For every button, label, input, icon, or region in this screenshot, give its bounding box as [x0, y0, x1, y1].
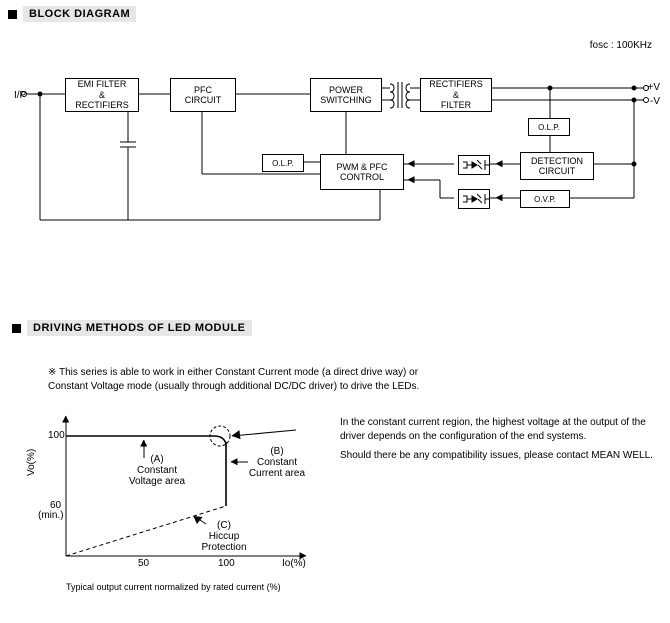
region-a-3: Voltage area: [122, 476, 192, 487]
vpos-label: +V: [647, 82, 660, 93]
ip-label: I/P: [14, 90, 26, 101]
driving-graph: Vo(%) 100 60 (min.) 50 100 Io(%) (A) Con…: [26, 406, 336, 596]
box-pfc-l1: PFC: [194, 85, 212, 95]
header-text-block: BLOCK DIAGRAM: [23, 6, 136, 22]
box-det-l1: DETECTION: [531, 156, 583, 166]
region-a-2: Constant: [122, 465, 192, 476]
box-emi-l3: RECTIFIERS: [75, 100, 129, 110]
header-text-driving: DRIVING METHODS OF LED MODULE: [27, 320, 252, 336]
gnote-l1: In the constant current region, the high…: [340, 416, 660, 443]
section-driving: DRIVING METHODS OF LED MODULE: [4, 314, 664, 340]
box-pwm-l1: PWM & PFC: [337, 162, 388, 172]
section-header-block: BLOCK DIAGRAM: [8, 6, 670, 22]
ytick-100: 100: [48, 430, 65, 441]
fosc-label: fosc : 100KHz: [590, 40, 652, 51]
region-b-t: (B): [242, 446, 312, 457]
box-rect-l2: &: [453, 90, 459, 100]
box-pwr-l1: POWER: [329, 85, 363, 95]
gnote-l2: Should there be any compatibility issues…: [340, 449, 660, 463]
region-c-3: Protection: [194, 542, 254, 553]
box-pwm-l2: CONTROL: [340, 172, 384, 182]
box-pwr-l2: SWITCHING: [320, 95, 372, 105]
box-pfc: PFC CIRCUIT: [170, 78, 236, 112]
block-diagram: I/P +V -V EMI FILTER & RECTIFIERS PFC CI…: [10, 60, 660, 240]
box-rect-l3: FILTER: [441, 100, 471, 110]
region-c-2: Hiccup: [194, 531, 254, 542]
header-square-icon-2: [12, 324, 21, 333]
box-pwm: PWM & PFC CONTROL: [320, 154, 404, 190]
region-c-t: (C): [194, 520, 254, 531]
opto-1-icon: [458, 155, 490, 175]
page: BLOCK DIAGRAM fosc : 100KHz: [0, 6, 670, 623]
box-pfc-l2: CIRCUIT: [185, 95, 222, 105]
note-body: This series is able to work in either Co…: [48, 367, 419, 392]
box-olp1: O.L.P.: [262, 154, 304, 172]
opto-2-icon: [458, 189, 490, 209]
xtick-100: 100: [218, 558, 235, 569]
box-emi: EMI FILTER & RECTIFIERS: [65, 78, 139, 112]
graph-note: In the constant current region, the high…: [340, 416, 660, 463]
box-emi-l1: EMI FILTER: [78, 79, 127, 89]
region-c: (C) Hiccup Protection: [194, 520, 254, 553]
box-det: DETECTION CIRCUIT: [520, 152, 594, 180]
section-header-driving: DRIVING METHODS OF LED MODULE: [12, 320, 664, 336]
box-olp2: O.L.P.: [528, 118, 570, 136]
box-rect: RECTIFIERS & FILTER: [420, 78, 492, 112]
box-ovp: O.V.P.: [520, 190, 570, 208]
region-a-t: (A): [122, 454, 192, 465]
region-b: (B) Constant Current area: [242, 446, 312, 479]
box-emi-l2: &: [99, 90, 105, 100]
note-text: ※ This series is able to work in either …: [48, 366, 568, 393]
header-square-icon: [8, 10, 17, 19]
region-b-3: Current area: [242, 468, 312, 479]
vneg-label: -V: [650, 96, 660, 107]
graph-svg: [26, 406, 316, 576]
graph-caption: Typical output current normalized by rat…: [66, 582, 281, 592]
box-det-l2: CIRCUIT: [539, 166, 576, 176]
ytick-min: (min.): [38, 510, 64, 521]
xlabel: Io(%): [282, 558, 306, 569]
box-pwr: POWER SWITCHING: [310, 78, 382, 112]
region-b-2: Constant: [242, 457, 312, 468]
xtick-50: 50: [138, 558, 149, 569]
ylabel: Vo(%): [26, 449, 37, 476]
box-rect-l1: RECTIFIERS: [429, 79, 483, 89]
note-star: ※: [48, 367, 56, 378]
region-a: (A) Constant Voltage area: [122, 454, 192, 487]
